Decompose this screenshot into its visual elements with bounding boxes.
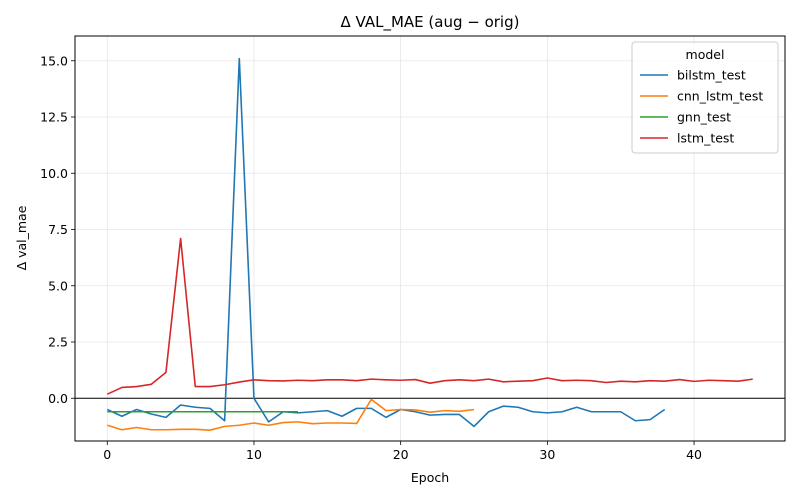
chart-title: Δ VAL_MAE (aug − orig) xyxy=(341,13,520,32)
y-tick-label: 5.0 xyxy=(48,278,68,293)
y-tick-label: 10.0 xyxy=(40,166,68,181)
legend-title: model xyxy=(686,47,725,62)
x-tick-label: 20 xyxy=(393,447,409,462)
y-axis-label: Δ val_mae xyxy=(14,205,29,270)
legend-label-bilstm-test: bilstm_test xyxy=(677,68,746,83)
x-axis-label: Epoch xyxy=(411,470,449,485)
x-tick-label: 0 xyxy=(103,447,111,462)
series-line-bilstm-test xyxy=(106,57,666,428)
y-tick-label: 12.5 xyxy=(40,110,68,125)
legend-label-cnn-lstm-test: cnn_lstm_test xyxy=(677,89,763,104)
legend-label-lstm-test: lstm_test xyxy=(677,131,734,146)
series-line-lstm-test xyxy=(106,237,753,395)
series-lines xyxy=(106,57,753,432)
series-line-cnn-lstm-test xyxy=(107,398,475,432)
legend: model bilstm_test cnn_lstm_test gnn_testls… xyxy=(631,41,779,154)
y-tick-label: 0.0 xyxy=(48,391,68,406)
x-tick-label: 30 xyxy=(539,447,555,462)
y-axis-ticks: 0.0 2.5 5.0 7.5 10.0 12.5 15.0 xyxy=(40,53,75,406)
y-tick-label: 7.5 xyxy=(48,222,68,237)
legend-label-gnn-test: gnn_test xyxy=(677,110,731,125)
y-tick-label: 15.0 xyxy=(40,53,68,68)
x-tick-label: 40 xyxy=(686,447,702,462)
legend-box xyxy=(631,41,779,154)
x-tick-label: 10 xyxy=(246,447,262,462)
x-axis-ticks: 0 10 20 30 40 xyxy=(103,441,702,462)
plot-area-frame xyxy=(74,35,786,442)
y-tick-label: 2.5 xyxy=(48,335,68,350)
